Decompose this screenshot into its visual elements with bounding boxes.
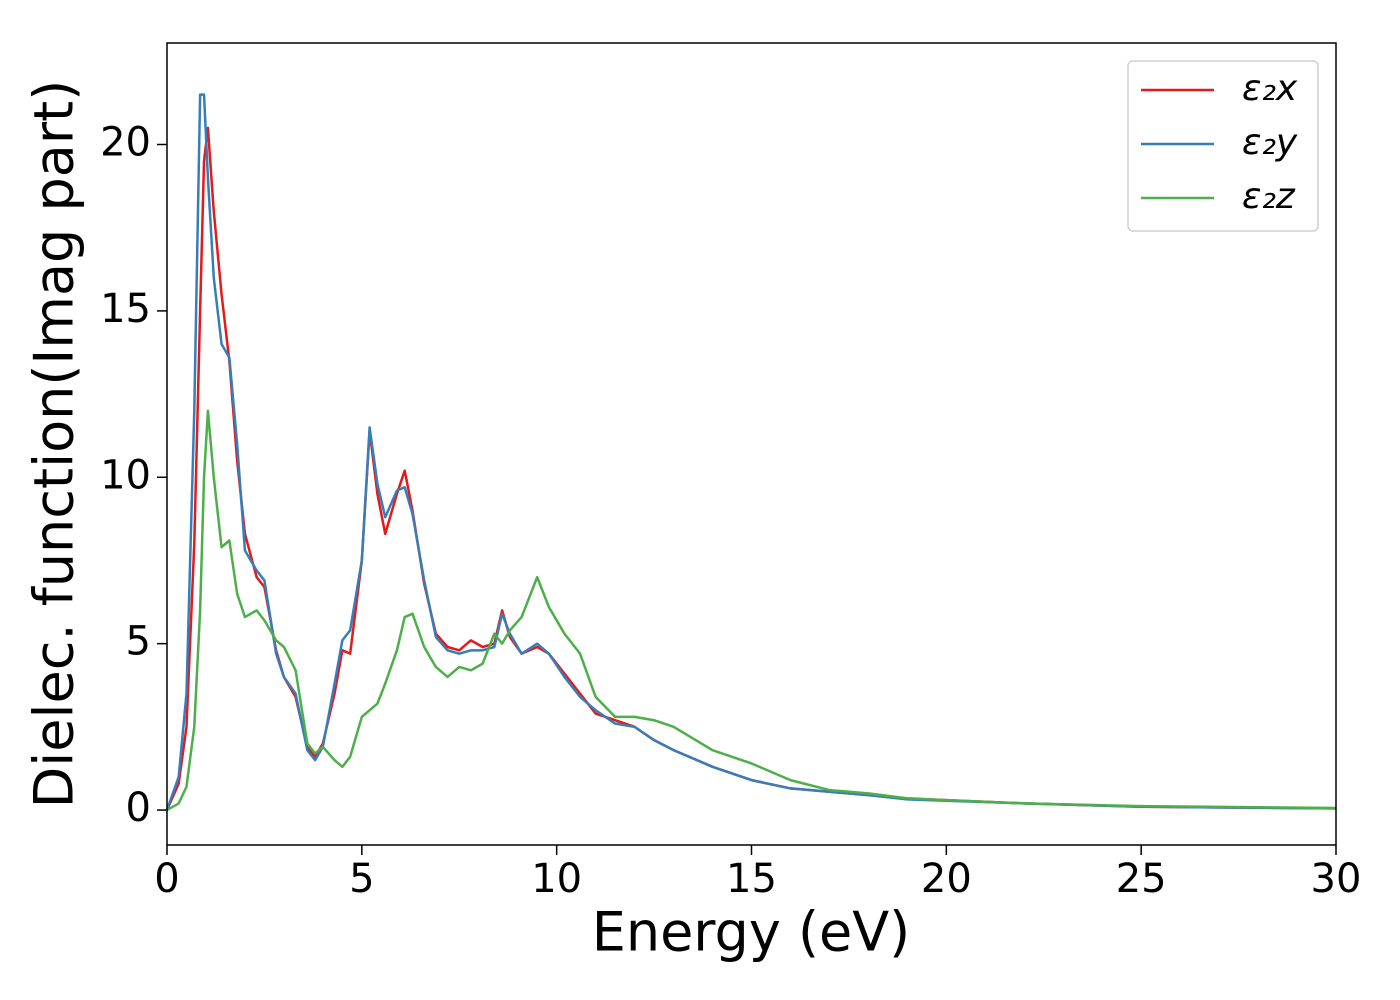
x-tick-label: 0 [154,856,179,902]
y-tick-label: 20 [100,119,151,165]
series-line [166,409,1337,812]
x-axis-label: Energy (eV) [592,901,911,964]
x-tick-label: 20 [921,856,972,902]
x-tick-label: 10 [531,856,582,902]
legend-box [1127,60,1319,232]
x-tick-label: 15 [726,856,777,902]
plot-frame [166,42,1337,846]
legend-label: ε₂z [1242,176,1296,217]
y-tick-label: 15 [100,286,151,332]
x-tick-label: 5 [349,856,374,902]
y-tick-label: 0 [126,785,151,831]
legend-label: ε₂y [1242,122,1298,163]
series-line [165,93,1337,811]
y-axis-label: Dielec. function(Imag part) [23,80,86,809]
y-tick-label: 5 [126,619,151,665]
x-tick-label: 25 [1116,856,1167,902]
x-tick-label: 30 [1311,856,1362,902]
y-tick-label: 10 [100,452,151,498]
legend-label: ε₂x [1242,68,1298,109]
